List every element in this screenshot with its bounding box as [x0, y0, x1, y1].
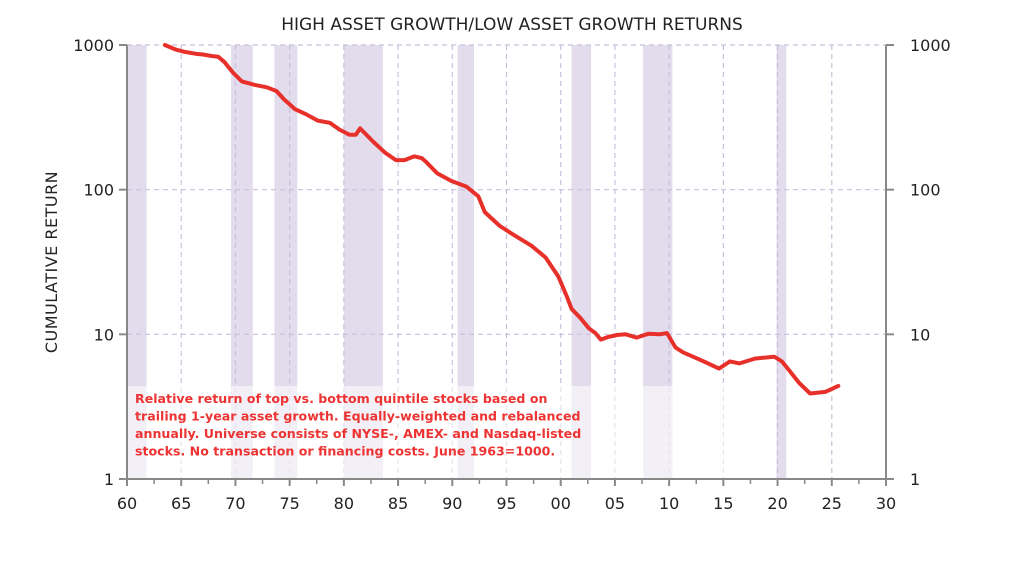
x-tick-label: 10 [659, 494, 679, 513]
recession-band [274, 45, 298, 479]
y-tick-label-left: 1000 [73, 36, 114, 55]
y-tick-label-right: 1 [910, 470, 920, 489]
annotation-line: stocks. No transaction or financing cost… [135, 444, 555, 459]
x-tick-label: 75 [279, 494, 299, 513]
y-tick-label-right: 10 [910, 325, 930, 344]
y-tick-label-left: 10 [94, 325, 114, 344]
x-tick-label: 85 [388, 494, 408, 513]
axes: 1 1 10 10 100 100 1000 1000 60 65 70 75 80 85 90 95 00 05… [73, 36, 950, 513]
recession-band [776, 45, 787, 479]
x-tick-label: 65 [171, 494, 191, 513]
x-tick-label: 05 [605, 494, 625, 513]
series-layer [162, 43, 841, 396]
recession-bands [127, 45, 787, 479]
y-tick-label-left: 1 [104, 470, 114, 489]
x-tick-label: 70 [225, 494, 245, 513]
recession-band [127, 45, 147, 479]
annotation-line: Relative return of top vs. bottom quinti… [135, 391, 547, 406]
y-tick-label-right: 1000 [910, 36, 951, 55]
recession-band [571, 45, 592, 479]
x-tick-label: 15 [713, 494, 733, 513]
annotation-box [128, 386, 760, 478]
x-tick-label: 00 [551, 494, 571, 513]
x-tick-label: 60 [117, 494, 137, 513]
recession-band [457, 45, 474, 479]
y-tick-label-left: 100 [83, 181, 114, 200]
x-tick-label: 30 [876, 494, 896, 513]
x-tick-label: 95 [496, 494, 516, 513]
x-tick-label: 90 [442, 494, 462, 513]
annotation-line: annually. Universe consists of NYSE-, AM… [135, 426, 581, 441]
annotation-text: Relative return of top vs. bottom quinti… [135, 391, 581, 459]
recession-band [231, 45, 253, 479]
x-tick-label: 25 [822, 494, 842, 513]
x-tick-label: 20 [767, 494, 787, 513]
chart-title: HIGH ASSET GROWTH/LOW ASSET GROWTH RETUR… [281, 15, 743, 35]
annotation-line: trailing 1-year asset growth. Equally-we… [135, 409, 581, 424]
x-tick-label: 80 [334, 494, 354, 513]
series-line [162, 43, 841, 396]
y-tick-label-right: 100 [910, 181, 941, 200]
y-axis-title: CUMULATIVE RETURN [42, 171, 61, 353]
